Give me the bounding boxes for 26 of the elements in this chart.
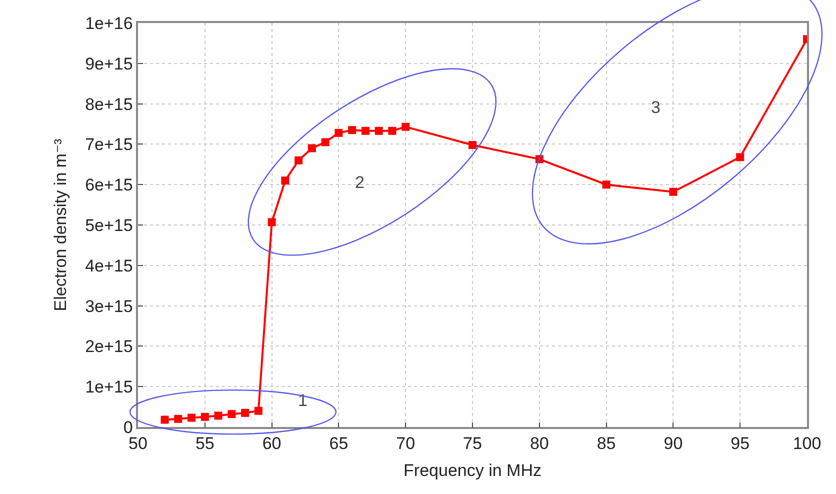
y-tick-label: 7e+15 [85, 135, 133, 154]
y-tick-label: 0 [123, 418, 133, 437]
y-tick-label: 8e+15 [85, 94, 133, 114]
x-tick-label: 85 [596, 434, 616, 454]
x-tick-label: 80 [530, 434, 549, 454]
x-tick-label: 65 [329, 434, 348, 454]
y-tick-label: 5e+15 [85, 216, 133, 235]
y-tick-label: 2e+15 [85, 337, 133, 356]
x-tick-label: 70 [396, 434, 416, 454]
y-tick-label: 1e+15 [85, 378, 133, 397]
annotation: 2 [355, 173, 364, 192]
x-tick-label: 90 [664, 434, 683, 454]
x-tick-label: 50 [128, 434, 148, 454]
y-tick-label: 6e+15 [85, 176, 133, 195]
x-tick-label: 100 [792, 434, 822, 454]
y-tick-label: 1e+16 [85, 14, 133, 33]
x-tick-label: 55 [195, 434, 214, 454]
x-tick-label: 95 [730, 434, 750, 454]
y-tick-label: 9e+15 [85, 54, 133, 74]
annotation: 3 [651, 98, 660, 117]
y-tick-label: 3e+15 [85, 296, 133, 316]
y-tick-label: 4e+15 [85, 256, 133, 276]
x-tick-label: 60 [262, 434, 282, 454]
x-tick-label: 75 [463, 434, 482, 454]
x-axis-title: Frequency in MHz [404, 461, 542, 480]
y-axis-title: Electron density in m⁻³ [51, 138, 70, 312]
